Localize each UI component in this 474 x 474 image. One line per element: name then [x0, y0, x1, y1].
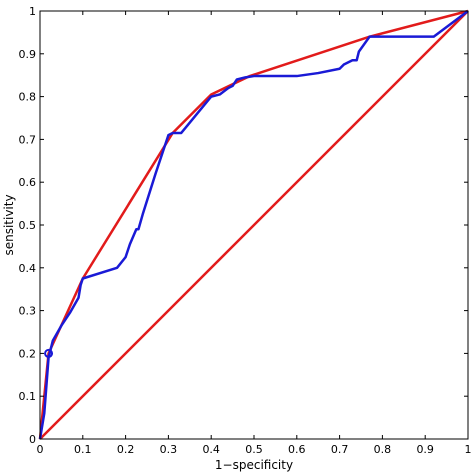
- y-tick-label: 0.7: [19, 133, 37, 146]
- x-tick-label: 1: [465, 443, 472, 456]
- x-tick-label: 0.7: [331, 443, 349, 456]
- x-tick-label: 0.1: [74, 443, 92, 456]
- series-line-2: [38, 10, 469, 440]
- x-tick-label: 0.9: [416, 443, 434, 456]
- x-tick-label: 0.4: [202, 443, 220, 456]
- y-axis-label: sensitivity: [2, 194, 16, 255]
- y-tick-label: 0.9: [19, 48, 37, 61]
- y-tick-label: 0.5: [19, 219, 37, 232]
- x-tick-label: 0.2: [117, 443, 135, 456]
- y-tick-label: 0.2: [19, 347, 37, 360]
- series-line-1: [38, 9, 469, 440]
- y-tick-label: 0.6: [19, 176, 37, 189]
- x-axis-label: 1−specificity: [215, 458, 293, 472]
- y-tick-label: 0.3: [19, 305, 37, 318]
- y-tick-label: 0.8: [19, 91, 37, 104]
- series-line-0: [39, 10, 469, 440]
- plot-frame: [39, 10, 469, 440]
- x-tick-label: 0.5: [245, 443, 263, 456]
- ticks-layer: 0 0.1 0.2 0.3 0.4 0.5 0.6 0.7 0.8 0.9 1 0 0.1 0.2 0.3 0…: [19, 5, 472, 456]
- x-tick-label: 0.3: [160, 443, 178, 456]
- x-tick-label: 0: [37, 443, 44, 456]
- operating-point-marker: [44, 348, 54, 358]
- series-layer: [38, 9, 469, 440]
- y-tick-label: 0: [29, 433, 36, 446]
- y-tick-label: 0.1: [19, 390, 37, 403]
- y-tick-label: 0.4: [19, 262, 37, 275]
- x-tick-label: 0.8: [374, 443, 392, 456]
- x-tick-label: 0.6: [288, 443, 306, 456]
- y-tick-label: 1: [29, 5, 36, 18]
